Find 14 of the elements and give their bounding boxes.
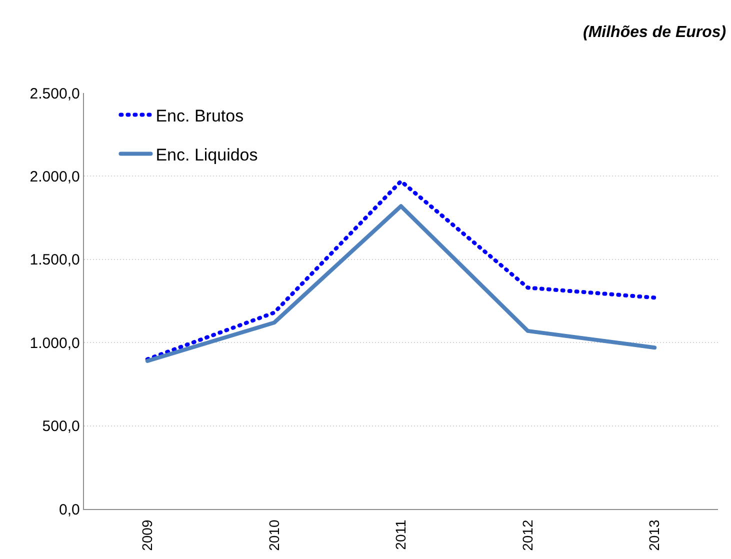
x-tick-label: 2013 [646,520,662,551]
x-tick-label: 2011 [392,520,409,550]
y-tick-label: 1.500,0 [30,252,80,269]
y-tick-label: 1.000,0 [30,334,80,352]
y-tick-label: 2.500,0 [30,85,80,102]
x-tick-label: 2010 [266,520,282,551]
y-tick-label: 0,0 [58,501,80,518]
x-tick-label: 2009 [138,520,155,551]
x-tick-label: 2012 [519,520,536,551]
y-tick-label: 500,0 [42,418,80,436]
legend-label: Enc. Brutos [156,106,244,126]
y-tick-label: 2.000,0 [30,168,80,186]
text: (Milhões de Euros) [583,24,726,41]
legend-label: Enc. Liquidos [156,145,258,164]
